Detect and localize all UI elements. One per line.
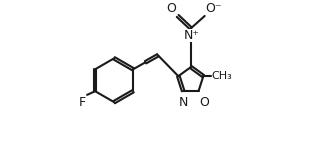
Text: O: O — [200, 96, 210, 109]
Text: F: F — [79, 96, 86, 109]
Text: CH₃: CH₃ — [212, 71, 233, 81]
Text: O: O — [167, 2, 177, 15]
Text: N: N — [178, 96, 188, 109]
Text: N⁺: N⁺ — [183, 29, 199, 42]
Text: O⁻: O⁻ — [205, 2, 222, 15]
